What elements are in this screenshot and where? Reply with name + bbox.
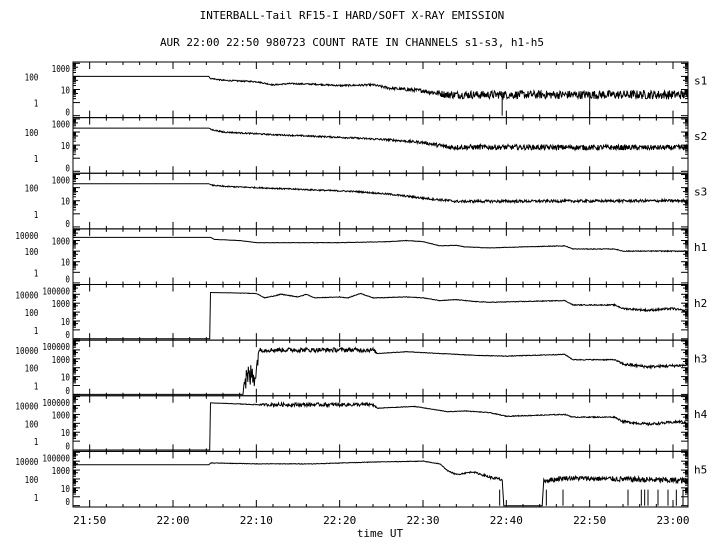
y-tick-label: 1 [34, 210, 39, 221]
y-tick-label: 0 [65, 386, 70, 397]
y-tick-label: 1 [34, 437, 39, 448]
panel-frame [72, 395, 689, 452]
channel-label: s2 [694, 130, 707, 143]
y-tick-label: 1 [34, 268, 39, 279]
panel-frame [72, 450, 689, 508]
y-tick-label: 100 [25, 128, 39, 139]
trace-h4 [73, 400, 689, 451]
y-tick-label: 1 [34, 382, 39, 393]
channel-label: s1 [694, 74, 707, 87]
x-tick-label: 22:10 [240, 514, 273, 527]
y-tick-label: 10000 [15, 231, 38, 242]
chart-title: INTERBALL-Tail RF15-I HARD/SOFT X-RAY EM… [200, 9, 505, 22]
channel-label: h1 [694, 241, 707, 254]
y-tick-label: 0 [65, 441, 70, 452]
channel-label: h2 [694, 297, 707, 310]
panel-s3: 0 1 10 100 1000 s3 [25, 172, 707, 230]
trace-s2 [73, 127, 689, 152]
y-tick-label: 10000 [15, 457, 38, 468]
channel-label: h3 [694, 352, 707, 365]
y-tick-label: 100 [25, 247, 39, 258]
panel-h2: 0 1 10 100 1000 10000 100000 h2 [15, 284, 707, 341]
channel-label: s3 [694, 186, 707, 199]
panel-h5: 0 1 10 100 1000 10000 100000 h5 [15, 450, 707, 508]
y-tick-label: 100 [25, 419, 39, 430]
y-tick-label: 1000 [52, 120, 70, 131]
trace-s3 [73, 183, 689, 205]
y-tick-label: 1000 [52, 64, 70, 75]
y-tick-label: 100000 [42, 398, 70, 409]
panel-frame [72, 339, 689, 397]
y-tick-label: 100 [25, 364, 39, 375]
trace-s1 [73, 75, 689, 101]
x-tick-label: 22:00 [156, 514, 189, 527]
panel-s1: 0 1 10 100 1000 s1 [25, 61, 707, 119]
y-tick-label: 100 [25, 308, 39, 319]
x-tick-label: 22:50 [573, 514, 606, 527]
channel-label: h4 [694, 408, 708, 421]
channel-label: h5 [694, 464, 707, 477]
y-tick-label: 0 [65, 219, 70, 230]
y-tick-label: 10 [61, 373, 70, 384]
y-tick-label: 10 [61, 85, 70, 96]
y-tick-label: 0 [65, 163, 70, 174]
y-tick-label: 10000 [15, 402, 38, 413]
trace-h2 [73, 292, 689, 340]
y-tick-label: 100000 [42, 287, 70, 298]
x-tick-label: 23:00 [656, 514, 689, 527]
panel-h4: 0 1 10 100 1000 10000 100000 h4 [15, 395, 708, 452]
y-tick-label: 0 [65, 108, 70, 119]
y-tick-label: 1 [34, 99, 39, 110]
y-tick-label: 10 [61, 484, 70, 495]
panel-h1: 0 1 10 100 1000 10000 h1 [15, 228, 707, 286]
x-tick-label: 21:50 [73, 514, 106, 527]
y-tick-label: 100000 [42, 342, 70, 353]
trace-h1 [73, 236, 689, 253]
y-tick-label: 100 [25, 184, 39, 195]
trace-h3 [73, 346, 689, 395]
y-tick-label: 1000 [52, 237, 70, 248]
y-tick-label: 1000 [52, 175, 70, 186]
y-tick-label: 1 [34, 493, 39, 504]
x-axis-label: time UT [357, 527, 404, 540]
panel-frame [72, 61, 689, 119]
panel-frame [72, 284, 689, 341]
y-tick-label: 1000 [52, 299, 70, 310]
panel-frame [72, 117, 689, 174]
y-tick-label: 1 [34, 154, 39, 165]
y-tick-label: 10 [61, 197, 70, 208]
y-tick-label: 10000 [15, 290, 38, 301]
y-tick-label: 0 [65, 497, 70, 508]
y-tick-label: 100000 [42, 453, 70, 464]
panel-s2: 0 1 10 100 1000 s2 [25, 117, 707, 174]
x-tick-label: 22:40 [490, 514, 523, 527]
trace-h5 [73, 460, 689, 507]
x-tick-label: 22:20 [323, 514, 356, 527]
y-tick-label: 1 [34, 326, 39, 337]
y-tick-label: 100 [25, 72, 39, 83]
y-tick-label: 1000 [52, 466, 70, 477]
y-tick-label: 1000 [52, 355, 70, 366]
x-tick-label: 22:30 [406, 514, 439, 527]
y-tick-label: 0 [65, 275, 70, 286]
y-tick-label: 10000 [15, 346, 38, 357]
y-tick-label: 10 [61, 258, 70, 269]
y-tick-label: 10 [61, 317, 70, 328]
x-tick-labels: 21:50 22:00 22:10 22:20 22:30 22:40 22:50 23:00 [73, 514, 689, 527]
panel-h3: 0 1 10 100 1000 10000 100000 h3 [15, 339, 707, 397]
chart-subtitle: AUR 22:00 22:50 980723 COUNT RATE IN CHA… [160, 36, 544, 49]
y-tick-label: 0 [65, 330, 70, 341]
y-tick-label: 10 [61, 428, 70, 439]
y-tick-label: 10 [61, 141, 70, 152]
panels: 01101001000s101101001000s201101001000s30… [15, 61, 708, 508]
y-tick-label: 100 [25, 475, 39, 486]
y-tick-label: 1000 [52, 410, 70, 421]
